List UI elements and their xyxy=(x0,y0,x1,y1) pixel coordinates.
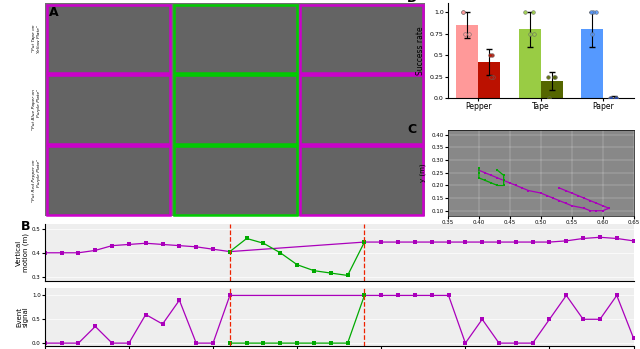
Point xyxy=(485,52,495,58)
Bar xyxy=(173,75,296,144)
Text: C: C xyxy=(407,123,416,136)
Bar xyxy=(173,146,296,215)
Point xyxy=(591,9,601,15)
Y-axis label: y (m): y (m) xyxy=(419,163,426,182)
Text: A: A xyxy=(49,6,58,18)
Y-axis label: Event
signal: Event signal xyxy=(16,306,29,327)
Point xyxy=(525,31,535,36)
Point xyxy=(588,9,598,15)
Bar xyxy=(300,146,424,215)
Text: D: D xyxy=(407,0,417,5)
Y-axis label: Vertical
motion (m): Vertical motion (m) xyxy=(15,233,29,272)
Text: "Put Blue Paper on
Purple Plate": "Put Blue Paper on Purple Plate" xyxy=(33,89,41,130)
Bar xyxy=(47,5,170,73)
Bar xyxy=(300,75,424,144)
Point xyxy=(611,95,621,101)
Text: "Put Red Pepper on
Purple Plate": "Put Red Pepper on Purple Plate" xyxy=(33,159,41,202)
Bar xyxy=(47,75,170,144)
Point xyxy=(529,31,539,36)
Point xyxy=(611,95,621,101)
X-axis label: x (m): x (m) xyxy=(531,231,550,237)
Text: B: B xyxy=(21,220,31,232)
Bar xyxy=(581,29,604,98)
Point xyxy=(586,31,596,36)
Bar xyxy=(456,25,478,98)
Point xyxy=(606,95,616,101)
Point xyxy=(488,74,498,80)
Bar xyxy=(300,5,424,73)
Bar xyxy=(47,146,170,215)
Point xyxy=(550,74,560,80)
Point xyxy=(458,9,468,15)
Point xyxy=(463,31,474,36)
Bar xyxy=(478,62,500,98)
Point xyxy=(460,31,470,36)
Y-axis label: Success rate: Success rate xyxy=(415,27,424,75)
Point xyxy=(458,9,468,15)
Point xyxy=(486,74,497,80)
Point xyxy=(487,52,497,58)
Point xyxy=(605,95,615,101)
Point xyxy=(543,74,553,80)
Text: "Put Tape on
Yellow Plate": "Put Tape on Yellow Plate" xyxy=(33,25,41,53)
Point xyxy=(520,9,531,15)
Bar xyxy=(173,5,296,73)
Point xyxy=(586,9,596,15)
Bar xyxy=(519,29,541,98)
Bar xyxy=(541,81,563,98)
Point xyxy=(548,74,559,80)
Point xyxy=(544,95,554,101)
Point xyxy=(527,9,538,15)
